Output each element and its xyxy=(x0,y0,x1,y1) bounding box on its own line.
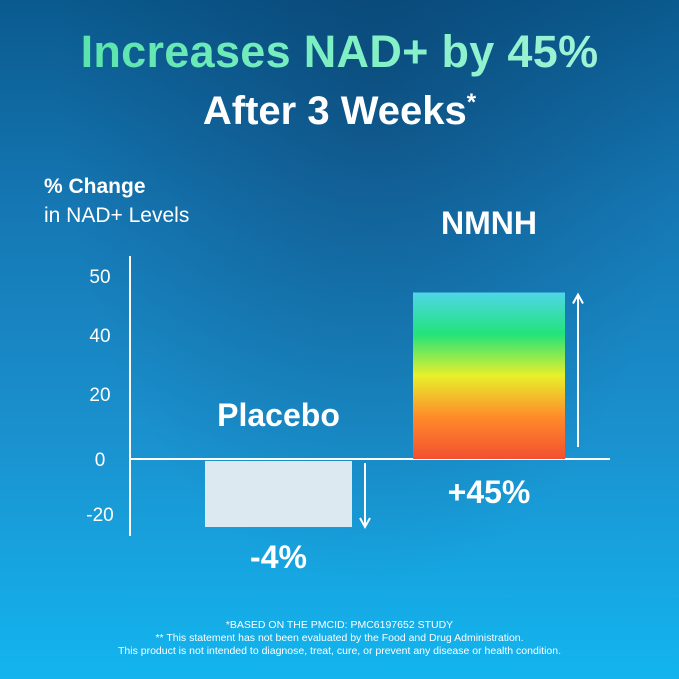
y-tick-label: 20 xyxy=(89,385,110,406)
y-tick-label: -20 xyxy=(86,505,113,526)
subheadline-footnote-mark: * xyxy=(466,89,477,116)
y-axis-subtitle: in NAD+ Levels xyxy=(44,204,190,227)
y-tick-label: 40 xyxy=(89,326,110,347)
chart-arrows xyxy=(359,292,584,530)
arrow-down-head xyxy=(359,517,371,530)
y-axis-title: % Change xyxy=(44,175,146,198)
subheadline-text: After 3 Weeks xyxy=(202,89,467,133)
category-label-nmnh: NMNH xyxy=(441,205,537,241)
footnote-fda: ** This statement has not been evaluated… xyxy=(155,632,524,644)
y-tick-labels: 50 40 20 0 -20 xyxy=(86,267,113,526)
bar-nmnh xyxy=(413,292,565,459)
chart-labels: Placebo -4% NMNH +45% xyxy=(217,205,537,575)
footnote-disclaimer: This product is not intended to diagnose… xyxy=(117,645,562,657)
arrow-up-head xyxy=(572,292,584,304)
footnote-study: *BASED ON THE PMCID: PMC6197652 STUDY xyxy=(225,619,454,631)
value-label-placebo: -4% xyxy=(250,539,307,575)
category-label-placebo: Placebo xyxy=(217,397,340,433)
y-tick-label: 50 xyxy=(89,267,110,288)
headline: Increases NAD+ by 45% xyxy=(0,26,679,78)
chart-bars xyxy=(205,292,565,527)
bar-placebo xyxy=(205,461,352,527)
value-label-nmnh: +45% xyxy=(448,474,531,510)
y-tick-label: 0 xyxy=(95,450,106,471)
subheadline: After 3 Weeks* xyxy=(0,80,679,134)
